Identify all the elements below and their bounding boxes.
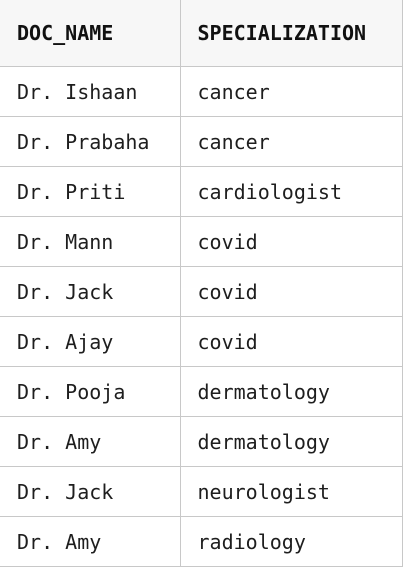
cell-specialization: neurologist [179, 466, 403, 517]
cell-specialization: dermatology [179, 366, 403, 417]
table-row: Dr. Prabaha cancer [0, 116, 403, 167]
cell-specialization: cancer [179, 116, 403, 167]
table-row: Dr. Ishaan cancer [0, 66, 403, 117]
table-row: Dr. Pooja dermatology [0, 366, 403, 417]
table-row: Dr. Jack covid [0, 266, 403, 317]
table-row: Dr. Priti cardiologist [0, 166, 403, 217]
table-header: DOC_NAME SPECIALIZATION [0, 0, 403, 67]
cell-doc-name: Dr. Priti [0, 166, 181, 217]
cell-doc-name: Dr. Ajay [0, 316, 181, 367]
cell-doc-name: Dr. Amy [0, 416, 181, 467]
cell-specialization: dermatology [179, 416, 403, 467]
table-row: Dr. Jack neurologist [0, 466, 403, 517]
column-header-doc-name[interactable]: DOC_NAME [0, 0, 181, 67]
cell-specialization: cardiologist [179, 166, 403, 217]
cell-doc-name: Dr. Mann [0, 216, 181, 267]
table-row: Dr. Mann covid [0, 216, 403, 267]
table-row: Dr. Amy dermatology [0, 416, 403, 467]
cell-specialization: radiology [179, 516, 403, 567]
cell-doc-name: Dr. Prabaha [0, 116, 181, 167]
column-header-specialization[interactable]: SPECIALIZATION [179, 0, 403, 67]
table-body: Dr. Ishaan cancer Dr. Prabaha cancer Dr.… [0, 66, 403, 567]
cell-doc-name: Dr. Pooja [0, 366, 181, 417]
cell-specialization: covid [179, 216, 403, 267]
cell-specialization: cancer [179, 66, 403, 117]
cell-doc-name: Dr. Jack [0, 266, 181, 317]
table-row: Dr. Amy radiology [0, 516, 403, 567]
cell-doc-name: Dr. Ishaan [0, 66, 181, 117]
cell-specialization: covid [179, 316, 403, 367]
cell-doc-name: Dr. Jack [0, 466, 181, 517]
header-row: DOC_NAME SPECIALIZATION [0, 0, 403, 67]
cell-specialization: covid [179, 266, 403, 317]
cell-doc-name: Dr. Amy [0, 516, 181, 567]
table-row: Dr. Ajay covid [0, 316, 403, 367]
